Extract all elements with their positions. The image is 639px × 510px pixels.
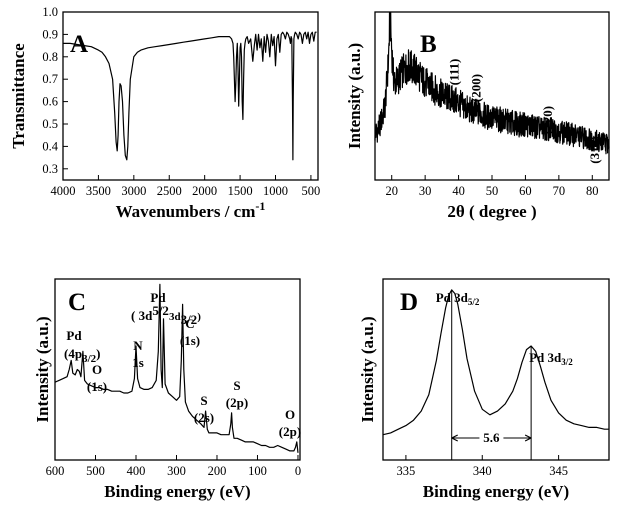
x-tick-label: 100 <box>248 464 267 478</box>
x-axis-label: Binding energy (eV) <box>423 482 569 501</box>
y-tick-label: 1.0 <box>42 5 58 19</box>
peak-annotation: (220) <box>540 106 555 134</box>
peak-label: Pd 3d5/2 <box>436 290 480 307</box>
plot-frame <box>54 278 301 461</box>
x-tick-label: 2000 <box>192 184 217 198</box>
peak-label-main: Pd 3d <box>436 290 469 305</box>
series-line <box>63 31 317 161</box>
annotation-level: (2p) <box>226 395 248 410</box>
annotation-part: 3/2 <box>82 353 97 365</box>
x-tick-label: 345 <box>549 464 568 478</box>
panel-b: 20 30 40 50 60 70 80 2θ ( degree ) Intensity (a.… <box>345 11 610 221</box>
x-tick-label: 300 <box>167 464 186 478</box>
x-tick-label: 4000 <box>51 184 76 198</box>
x-tick-label: 50 <box>486 184 499 198</box>
x-tick-label: 1500 <box>228 184 253 198</box>
y-tick-label: 0.5 <box>42 117 58 131</box>
x-tick-label: 70 <box>553 184 566 198</box>
arrow-right <box>524 434 532 442</box>
x-tick-label: 200 <box>208 464 227 478</box>
annotation-level: (1s) <box>87 379 107 394</box>
y-axis-label: Intensity (a.u.) <box>33 316 52 422</box>
y-tick-label: 0.7 <box>42 72 58 86</box>
plot-frame <box>382 278 610 461</box>
annotation-element: N <box>133 338 143 353</box>
y-tick-label: 0.4 <box>42 139 58 153</box>
peak-label-subscript: 3/2 <box>561 357 573 367</box>
x-axis-label: 2θ ( degree ) <box>447 202 536 221</box>
x-tick-label: 60 <box>519 184 532 198</box>
plot-frame <box>62 11 319 181</box>
annotation-element: S <box>233 378 240 393</box>
panel-a: 4000 3500 3000 2500 2000 1500 1000 500 0.3 0.4 0.5… <box>9 5 320 221</box>
x-tick-label: 20 <box>385 184 398 198</box>
y-tick-label: 0.3 <box>42 162 58 176</box>
x-axis-label-superscript: -1 <box>255 199 265 213</box>
panel-label: B <box>420 31 437 58</box>
peak-label-subscript: 5/2 <box>468 297 480 307</box>
annotation-level: (2s) <box>194 410 214 425</box>
panel-d: 335 340 345 Binding energy (eV) Intensity (a… <box>358 278 610 501</box>
annotation-part: ) <box>197 311 201 323</box>
series-line <box>54 283 299 453</box>
peak-label: Pd 3d3/2 <box>529 350 573 367</box>
annotation-level: (2p) <box>279 424 301 439</box>
annotation-part: 3/2 <box>181 312 198 327</box>
annotation-part: ) <box>96 346 100 361</box>
annotation-element: S <box>200 393 207 408</box>
annotation-element: C <box>185 316 194 331</box>
y-axis-label: Transmittance <box>9 43 28 149</box>
peak-annotation: (111) <box>447 59 462 86</box>
x-tick-label: 3500 <box>86 184 111 198</box>
annotation-level: (1s) <box>180 333 200 348</box>
x-tick-label: 340 <box>473 464 492 478</box>
annotation-part: 3d <box>169 311 181 323</box>
y-axis-label: Intensity (a.u.) <box>345 43 364 149</box>
x-tick-label: 0 <box>295 464 301 478</box>
x-tick-label: 500 <box>302 184 321 198</box>
peak-annotation: (311) <box>587 136 602 163</box>
annotation-part: ( 3d <box>131 308 153 323</box>
x-tick-label: 500 <box>86 464 105 478</box>
y-axis-label: Intensity (a.u.) <box>358 316 377 422</box>
x-tick-label: 335 <box>397 464 416 478</box>
x-tick-label: 1000 <box>263 184 288 198</box>
x-tick-label: 2500 <box>157 184 182 198</box>
peak-annotation: (200) <box>468 74 483 102</box>
annotation-element: O <box>285 407 295 422</box>
peak-label-main: Pd 3d <box>529 350 562 365</box>
x-tick-label: 40 <box>452 184 465 198</box>
series-line <box>374 12 610 155</box>
plot-frame <box>374 11 610 181</box>
panel-c: 600 500 400 300 200 100 0 Binding energy (eV) In… <box>33 278 301 501</box>
annotation-pd3d: ( 3d5/23d3/2) <box>131 303 201 327</box>
x-tick-label: 400 <box>127 464 146 478</box>
panel-label: C <box>68 289 86 316</box>
x-tick-label: 80 <box>586 184 599 198</box>
arrow-left <box>451 434 458 442</box>
annotation-pd4p-title: Pd <box>66 328 82 343</box>
annotation-level: 1s <box>132 355 144 370</box>
x-tick-label: 600 <box>46 464 65 478</box>
y-tick-label: 0.9 <box>42 27 58 41</box>
series-line <box>382 289 609 436</box>
y-tick-label: 0.8 <box>42 50 58 64</box>
splitting-label: 5.6 <box>483 430 500 445</box>
x-tick-label: 3000 <box>121 184 146 198</box>
x-tick-label: 30 <box>419 184 432 198</box>
annotation-pd4p: (4p3/2) <box>64 346 100 365</box>
splitting-label-bg <box>479 429 504 445</box>
x-axis-label: Binding energy (eV) <box>104 482 250 501</box>
annotation-part: 5/2 <box>152 303 169 318</box>
annotation-pd3d-title: Pd <box>150 290 166 305</box>
panel-label: D <box>400 289 418 316</box>
annotation-element: O <box>92 362 102 377</box>
annotation-part: (4p <box>64 346 82 361</box>
y-tick-label: 0.6 <box>42 95 58 109</box>
x-axis-label: Wavenumbers / cm-1 <box>116 199 266 221</box>
